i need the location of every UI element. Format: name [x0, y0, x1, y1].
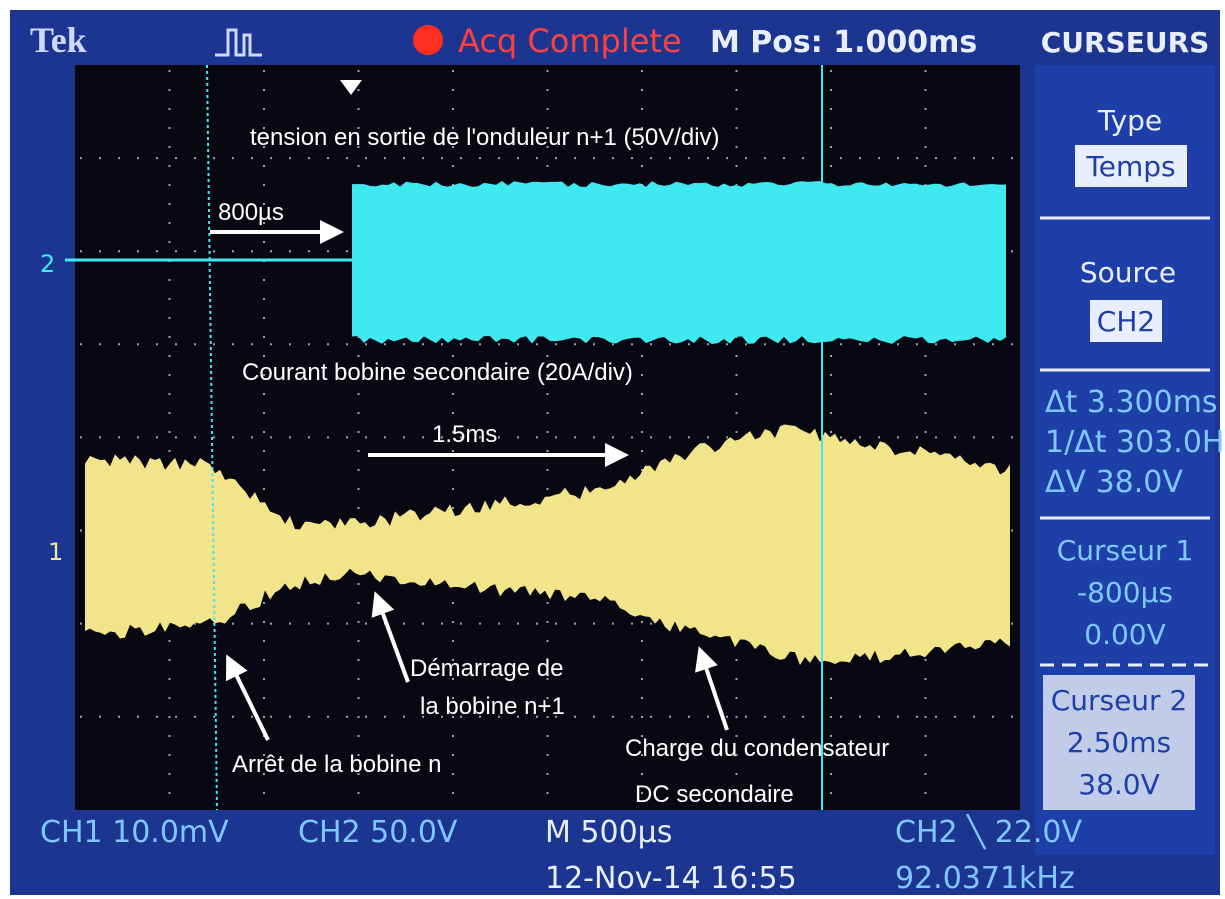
- footer-timebase: M 500µs: [545, 815, 672, 850]
- cursor1: -800µs: [1077, 576, 1173, 609]
- annotation: Arrêt de la bobine n: [232, 751, 441, 778]
- annotation: la bobine n+1: [420, 693, 565, 720]
- cursor1: 0.00V: [1084, 618, 1166, 651]
- menu-value: CH2: [1097, 305, 1155, 338]
- cursor1: Curseur 1: [1057, 534, 1194, 567]
- annotation: Charge du condensateur: [625, 735, 889, 762]
- menu-label: Type: [1097, 104, 1162, 137]
- readout: Δt 3.300ms: [1045, 385, 1218, 420]
- ch2-marker: 2: [40, 250, 55, 278]
- menu-label: Source: [1080, 256, 1176, 289]
- menu-title: CURSEURS: [1041, 26, 1210, 59]
- footer-date: 12-Nov-14 16:55: [545, 861, 797, 896]
- readout: ΔV 38.0V: [1045, 465, 1183, 500]
- footer-trigger: CH2 ╲ 22.0V: [895, 814, 1083, 850]
- ch2-burst: [352, 181, 1006, 344]
- brand: Tek: [30, 20, 87, 60]
- cursor2: 2.50ms: [1067, 726, 1171, 759]
- annotation: Courant bobine secondaire (20A/div): [242, 359, 633, 386]
- ch1-marker: 1: [48, 538, 63, 566]
- annotation: tension en sortie de l'onduleur n+1 (50V…: [250, 124, 720, 151]
- annotation: 800µs: [218, 199, 284, 226]
- position: M Pos: 1.000ms: [710, 25, 977, 60]
- readout: 1/Δt 303.0Hz: [1045, 425, 1225, 460]
- annotation: Démarrage de: [410, 655, 563, 682]
- footer-frequency: 92.0371kHz: [895, 861, 1075, 896]
- acq-status: Acq Complete: [458, 22, 682, 60]
- cursor2: Curseur 2: [1051, 684, 1188, 717]
- acq-dot: [413, 25, 443, 55]
- annotation: DC secondaire: [635, 781, 794, 808]
- footer-ch1: CH1 10.0mV: [40, 815, 229, 850]
- footer-ch2: CH2 50.0V: [298, 815, 458, 850]
- menu-value: Temps: [1085, 150, 1175, 183]
- cursor2: 38.0V: [1078, 768, 1160, 801]
- annotation: 1.5ms: [432, 421, 497, 448]
